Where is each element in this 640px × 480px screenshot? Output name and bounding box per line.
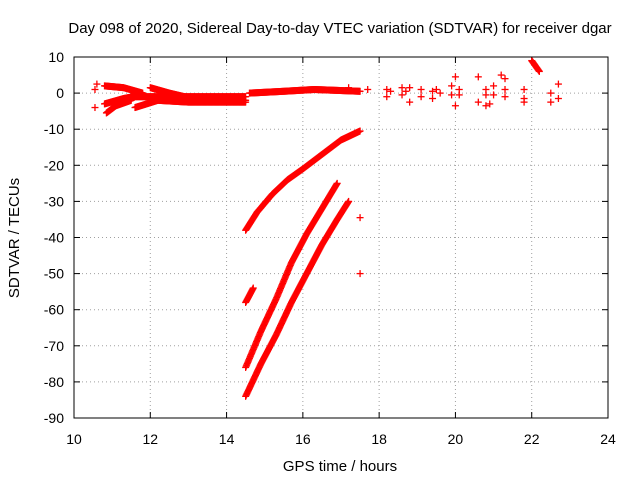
point-isolated-22 xyxy=(448,91,456,99)
point-isolated-30 xyxy=(482,91,490,99)
y-tick-label-3: -20 xyxy=(44,157,64,173)
point-isolated-37 xyxy=(501,85,509,93)
point-cluster-noon-203 xyxy=(356,87,364,95)
point-isolated-33 xyxy=(490,82,498,90)
x-axis-label: GPS time / hours xyxy=(283,458,397,475)
point-isolated-9 xyxy=(387,87,395,95)
point-isolated-44 xyxy=(554,80,562,88)
x-tick-label-0: 10 xyxy=(66,431,82,447)
point-isolated-4 xyxy=(93,80,101,88)
y-tick-label-0: 10 xyxy=(48,49,64,65)
y-tick-label-6: -50 xyxy=(44,266,64,282)
point-isolated-28 xyxy=(474,98,482,106)
point-isolated-8 xyxy=(383,93,391,101)
y-axis-label: SDTVAR / TECUs xyxy=(6,178,23,298)
point-isolated-23 xyxy=(451,73,459,81)
point-arc-middle-168 xyxy=(333,179,341,187)
point-isolated-11 xyxy=(398,84,406,92)
point-isolated-39 xyxy=(520,85,528,93)
point-isolated-42 xyxy=(547,89,555,97)
point-isolated-7 xyxy=(383,85,391,93)
point-arc-upper-210 xyxy=(356,127,364,135)
point-isolated-13 xyxy=(406,84,414,92)
point-isolated-24 xyxy=(451,102,459,110)
point-isolated-45 xyxy=(554,95,562,103)
axis-ticks: 10 12 14 16 18 20 22 24 10 0 -10 -20 -30 -40 -50 -60 -70… xyxy=(44,49,616,447)
point-late-spike-14 xyxy=(535,67,543,75)
y-tick-label-5: -40 xyxy=(44,230,64,246)
point-isolated-36 xyxy=(501,75,509,83)
point-isolated-3 xyxy=(91,104,99,112)
point-isolated-32 xyxy=(486,100,494,108)
point-isolated-18 xyxy=(429,95,437,103)
x-tick-label-1: 12 xyxy=(142,431,158,447)
point-isolated-35 xyxy=(497,71,505,79)
y-tick-label-9: -80 xyxy=(44,374,64,390)
point-isolated-41 xyxy=(520,98,528,106)
plot-frame xyxy=(73,56,609,419)
point-isolated-19 xyxy=(432,85,440,93)
x-tick-label-7: 24 xyxy=(600,431,616,447)
x-tick-label-6: 22 xyxy=(524,431,540,447)
point-isolated-16 xyxy=(417,93,425,101)
point-isolated-15 xyxy=(417,85,425,93)
point-isolated-26 xyxy=(455,91,463,99)
point-isolated-2 xyxy=(91,85,99,93)
chart-title: Day 098 of 2020, Sidereal Day-to-day VTE… xyxy=(68,20,611,37)
point-isolated-43 xyxy=(547,98,555,106)
point-arc-short-14 xyxy=(249,284,257,292)
point-arc-lower-189 xyxy=(345,197,353,205)
point-isolated-12 xyxy=(402,87,410,95)
y-tick-label-4: -30 xyxy=(44,193,64,209)
y-tick-label-2: -10 xyxy=(44,121,64,137)
y-tick-label-1: 0 xyxy=(56,85,64,101)
y-tick-label-7: -60 xyxy=(44,302,64,318)
point-isolated-20 xyxy=(436,89,444,97)
y-tick-label-10: -90 xyxy=(44,410,64,426)
data-points xyxy=(91,57,562,400)
point-cluster-mid-c-203 xyxy=(242,98,250,106)
x-tick-label-5: 20 xyxy=(448,431,464,447)
point-isolated-1 xyxy=(356,270,364,278)
point-isolated-14 xyxy=(406,98,414,106)
point-isolated-5 xyxy=(345,84,353,92)
grid-lines xyxy=(74,57,608,418)
y-tick-label-8: -70 xyxy=(44,338,64,354)
x-tick-label-4: 18 xyxy=(371,431,387,447)
point-isolated-38 xyxy=(501,93,509,101)
point-isolated-21 xyxy=(448,82,456,90)
x-tick-label-3: 16 xyxy=(295,431,311,447)
point-isolated-10 xyxy=(398,91,406,99)
point-isolated-0 xyxy=(356,214,364,222)
point-isolated-34 xyxy=(490,91,498,99)
point-isolated-27 xyxy=(474,73,482,81)
point-isolated-6 xyxy=(364,85,372,93)
point-isolated-17 xyxy=(429,87,437,95)
point-isolated-31 xyxy=(482,102,490,110)
x-tick-label-2: 14 xyxy=(219,431,235,447)
